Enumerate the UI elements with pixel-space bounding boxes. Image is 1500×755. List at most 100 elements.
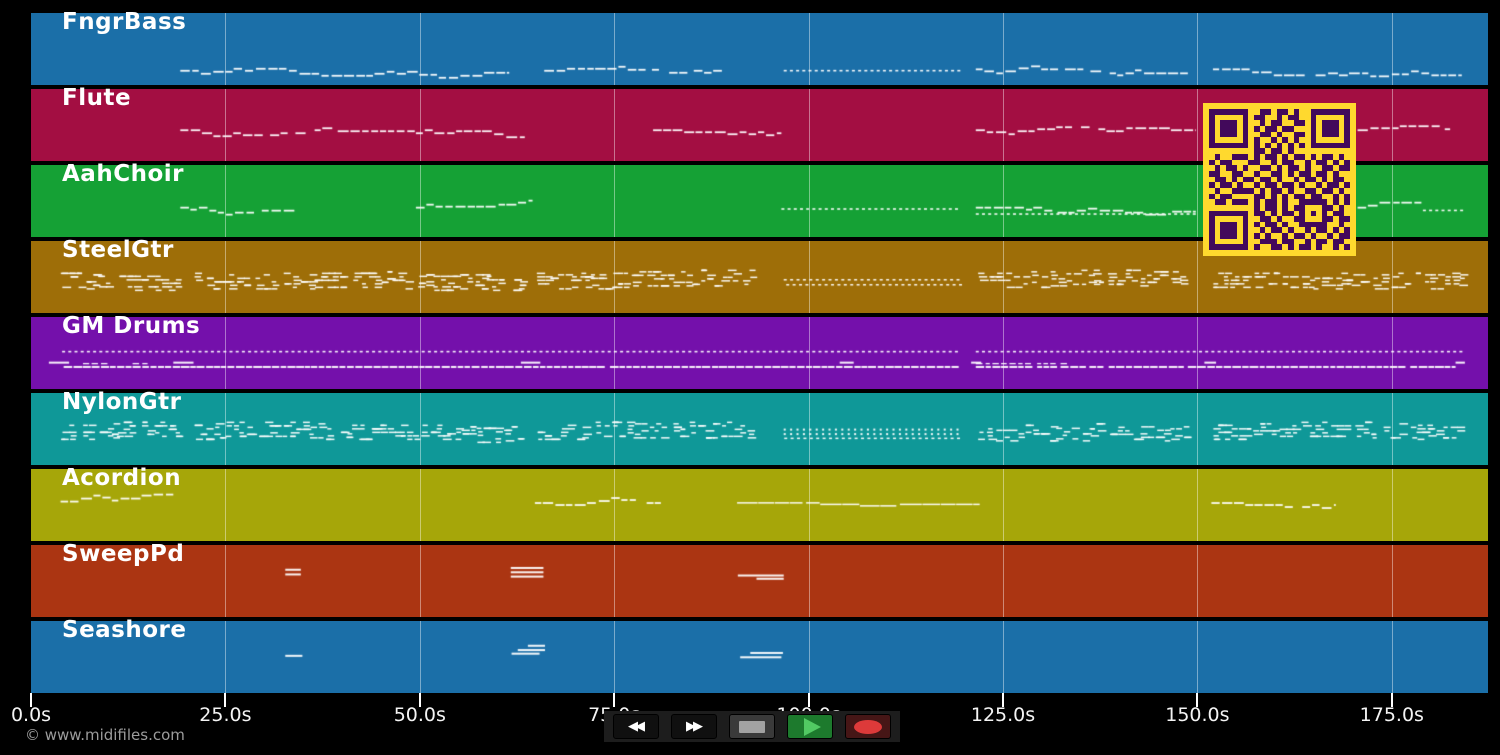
gridline bbox=[809, 165, 810, 237]
time-label: 50.0s bbox=[393, 704, 446, 726]
gridline bbox=[1392, 621, 1393, 693]
gridline bbox=[1197, 621, 1198, 693]
time-label: 125.0s bbox=[970, 704, 1036, 726]
time-tick bbox=[1390, 693, 1393, 707]
track-label: Seashore bbox=[62, 617, 187, 643]
track-label: SweepPd bbox=[62, 541, 185, 567]
gridline bbox=[1003, 165, 1004, 237]
time-tick bbox=[30, 693, 32, 707]
gridline bbox=[614, 621, 615, 693]
track-row-nylongtr: NylonGtr bbox=[31, 389, 1488, 465]
rewind-button[interactable]: ◀◀ bbox=[613, 714, 659, 739]
gridline bbox=[1003, 241, 1004, 313]
gridline bbox=[809, 241, 810, 313]
stop-button[interactable] bbox=[729, 714, 775, 739]
track-label: GM Drums bbox=[62, 313, 201, 339]
time-tick bbox=[613, 693, 616, 707]
gridline bbox=[225, 545, 226, 617]
gridline bbox=[225, 621, 226, 693]
gridline bbox=[225, 393, 226, 465]
gridline bbox=[809, 469, 810, 541]
gridline bbox=[1003, 469, 1004, 541]
gridline bbox=[614, 469, 615, 541]
track-label: AahChoir bbox=[62, 161, 184, 187]
gridline bbox=[420, 13, 421, 85]
gridline bbox=[1392, 13, 1393, 85]
time-label: 175.0s bbox=[1359, 704, 1424, 726]
record-icon bbox=[854, 719, 882, 734]
gridline bbox=[1003, 393, 1004, 465]
time-tick bbox=[1196, 693, 1199, 707]
gridline bbox=[809, 13, 810, 85]
time-tick bbox=[1002, 693, 1004, 707]
time-tick bbox=[224, 693, 227, 707]
gridline bbox=[1392, 393, 1393, 465]
gridline bbox=[225, 241, 226, 313]
gridline bbox=[1197, 317, 1198, 389]
gridline bbox=[614, 165, 615, 237]
gridline bbox=[1197, 545, 1198, 617]
gridline bbox=[614, 393, 615, 465]
gridline bbox=[225, 469, 226, 541]
gridline bbox=[1197, 13, 1198, 85]
gridline bbox=[1003, 545, 1004, 617]
qr-code bbox=[1203, 103, 1356, 256]
gridline bbox=[614, 89, 615, 161]
gridline bbox=[1392, 469, 1393, 541]
gridline bbox=[614, 545, 615, 617]
time-tick bbox=[418, 693, 421, 707]
gridline bbox=[1392, 165, 1393, 237]
gridline bbox=[420, 89, 421, 161]
gridline bbox=[225, 13, 226, 85]
track-row-seashore: Seashore bbox=[31, 617, 1488, 693]
gridline bbox=[225, 317, 226, 389]
fast-forward-icon: ▶▶ bbox=[686, 719, 703, 734]
time-label: 150.0s bbox=[1165, 704, 1230, 726]
rewind-icon: ◀◀ bbox=[628, 719, 645, 734]
gridline bbox=[1392, 89, 1393, 161]
track-label: SteelGtr bbox=[62, 237, 174, 263]
gridline bbox=[1003, 13, 1004, 85]
time-label: 0.0s bbox=[10, 704, 52, 726]
record-button[interactable] bbox=[845, 714, 891, 739]
track-row-fngrbass: FngrBass bbox=[31, 9, 1488, 85]
gridline bbox=[420, 469, 421, 541]
track-label: FngrBass bbox=[62, 9, 187, 35]
track-label: Flute bbox=[62, 85, 132, 111]
gridline bbox=[420, 165, 421, 237]
gridline bbox=[420, 393, 421, 465]
time-tick bbox=[807, 693, 810, 707]
watermark: © www.midifiles.com bbox=[25, 726, 185, 744]
track-row-acordion: Acordion bbox=[31, 465, 1488, 541]
gridline bbox=[614, 317, 615, 389]
track-row-sweeppd: SweepPd bbox=[31, 541, 1488, 617]
gridline bbox=[420, 621, 421, 693]
gridline bbox=[809, 393, 810, 465]
play-icon bbox=[803, 717, 821, 736]
gridline bbox=[809, 545, 810, 617]
transport-bar: ◀◀ ▶▶ bbox=[604, 711, 900, 742]
gridline bbox=[1003, 317, 1004, 389]
play-button[interactable] bbox=[787, 714, 833, 739]
gridline bbox=[614, 13, 615, 85]
gridline bbox=[420, 545, 421, 617]
gridline bbox=[614, 241, 615, 313]
gridline bbox=[809, 317, 810, 389]
gridline bbox=[1392, 241, 1393, 313]
gridline bbox=[1392, 317, 1393, 389]
gridline bbox=[225, 165, 226, 237]
fast-forward-button[interactable]: ▶▶ bbox=[671, 714, 717, 739]
gridline bbox=[1197, 165, 1198, 237]
gridline bbox=[420, 241, 421, 313]
gridline bbox=[1197, 89, 1198, 161]
time-label: 25.0s bbox=[199, 704, 252, 726]
gridline bbox=[1003, 621, 1004, 693]
gridline bbox=[1197, 469, 1198, 541]
gridline bbox=[225, 89, 226, 161]
gridline bbox=[1392, 545, 1393, 617]
track-label: NylonGtr bbox=[62, 389, 182, 415]
gridline bbox=[1197, 393, 1198, 465]
stop-icon bbox=[739, 720, 765, 733]
gridline bbox=[809, 89, 810, 161]
